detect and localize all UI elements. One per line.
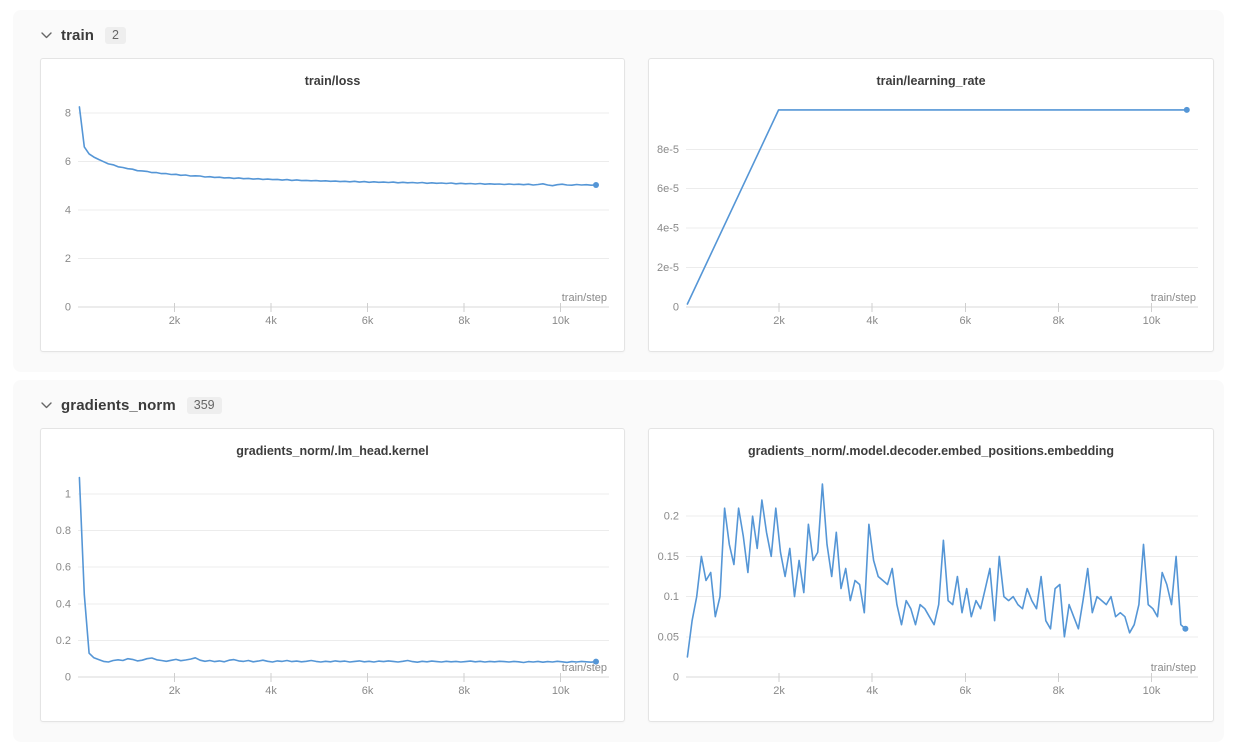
svg-text:0.2: 0.2 [664,511,679,523]
svg-text:4k: 4k [265,315,277,327]
svg-text:2k: 2k [773,685,785,697]
svg-text:0.05: 0.05 [658,631,679,643]
svg-text:0.1: 0.1 [664,591,679,603]
svg-text:2k: 2k [773,315,785,327]
svg-text:6k: 6k [362,315,374,327]
chevron-down-icon[interactable] [40,29,52,41]
section-panel-train: train 2 train/loss 0 2 4 6 8 2k 4k 6k 8k 10k train… [13,10,1224,372]
section-header-train[interactable]: train 2 [40,24,1214,46]
section-count-badge: 359 [186,396,222,414]
svg-text:8k: 8k [458,315,470,327]
svg-text:4k: 4k [866,685,878,697]
chart-title: gradients_norm/.lm_head.kernel [236,444,429,458]
chart-plot-embed-positions[interactable]: 0 0.05 0.1 0.15 0.2 2k 4k 6k 8k 10k train/step [649,467,1213,717]
svg-text:train/step: train/step [562,662,607,674]
svg-text:2: 2 [65,253,71,265]
chart-card-train-loss[interactable]: train/loss 0 2 4 6 8 2k 4k 6k 8k 10k train/step [40,58,625,352]
svg-text:10k: 10k [1143,315,1161,327]
chart-card-train-learning-rate[interactable]: train/learning_rate 0 2e-5 4e-5 6e-5 8e-5 2k 4… [648,58,1214,352]
section-title: train [61,26,95,44]
svg-text:4: 4 [65,205,71,217]
svg-text:8k: 8k [1053,685,1065,697]
svg-text:0: 0 [673,672,679,684]
chart-title: train/learning_rate [876,74,986,88]
svg-text:0: 0 [65,672,71,684]
svg-text:6e-5: 6e-5 [657,183,679,195]
svg-text:10k: 10k [552,685,570,697]
svg-text:0.2: 0.2 [56,635,71,647]
svg-text:0.4: 0.4 [56,598,71,610]
svg-text:6k: 6k [362,685,374,697]
chart-plot-train-learning-rate[interactable]: 0 2e-5 4e-5 6e-5 8e-5 2k 4k 6k 8k 10k train/step [649,97,1213,347]
chart-card-lm-head-kernel[interactable]: gradients_norm/.lm_head.kernel 0 0.2 0.4 0.… [40,428,625,722]
svg-text:8e-5: 8e-5 [657,144,679,156]
svg-text:0.6: 0.6 [56,562,71,574]
chart-card-row: train/loss 0 2 4 6 8 2k 4k 6k 8k 10k train/step tr… [40,58,1214,352]
svg-text:train/step: train/step [1151,292,1196,304]
svg-text:4e-5: 4e-5 [657,223,679,235]
svg-text:2k: 2k [169,315,181,327]
svg-text:6: 6 [65,156,71,168]
svg-text:0.15: 0.15 [658,551,679,563]
svg-text:4k: 4k [265,685,277,697]
svg-text:2e-5: 2e-5 [657,262,679,274]
svg-text:6k: 6k [959,315,971,327]
section-header-gradients-norm[interactable]: gradients_norm 359 [40,394,1214,416]
chart-card-embed-positions[interactable]: gradients_norm/.model.decoder.embed_posi… [648,428,1214,722]
svg-text:10k: 10k [552,315,570,327]
chart-plot-train-loss[interactable]: 0 2 4 6 8 2k 4k 6k 8k 10k train/step [41,97,624,347]
svg-text:8: 8 [65,107,71,119]
svg-text:10k: 10k [1143,685,1161,697]
chart-card-row: gradients_norm/.lm_head.kernel 0 0.2 0.4 0.… [40,428,1214,722]
svg-text:8k: 8k [458,685,470,697]
chart-plot-lm-head-kernel[interactable]: 0 0.2 0.4 0.6 0.8 1 2k 4k 6k 8k 10k train/step [41,467,624,717]
chart-title: gradients_norm/.model.decoder.embed_posi… [747,444,1115,458]
svg-text:1: 1 [65,489,71,501]
svg-text:0.8: 0.8 [56,525,71,537]
section-panel-gradients-norm: gradients_norm 359 gradients_norm/.lm_he… [13,380,1224,742]
svg-text:8k: 8k [1053,315,1065,327]
chart-title: train/loss [304,74,361,88]
svg-text:6k: 6k [959,685,971,697]
svg-text:0: 0 [65,302,71,314]
chevron-down-icon[interactable] [40,399,52,411]
section-title: gradients_norm [61,396,176,414]
svg-text:2k: 2k [169,685,181,697]
svg-text:train/step: train/step [1151,662,1196,674]
section-count-badge: 2 [105,26,126,44]
svg-text:0: 0 [673,302,679,314]
svg-text:train/step: train/step [562,292,607,304]
svg-text:4k: 4k [866,315,878,327]
